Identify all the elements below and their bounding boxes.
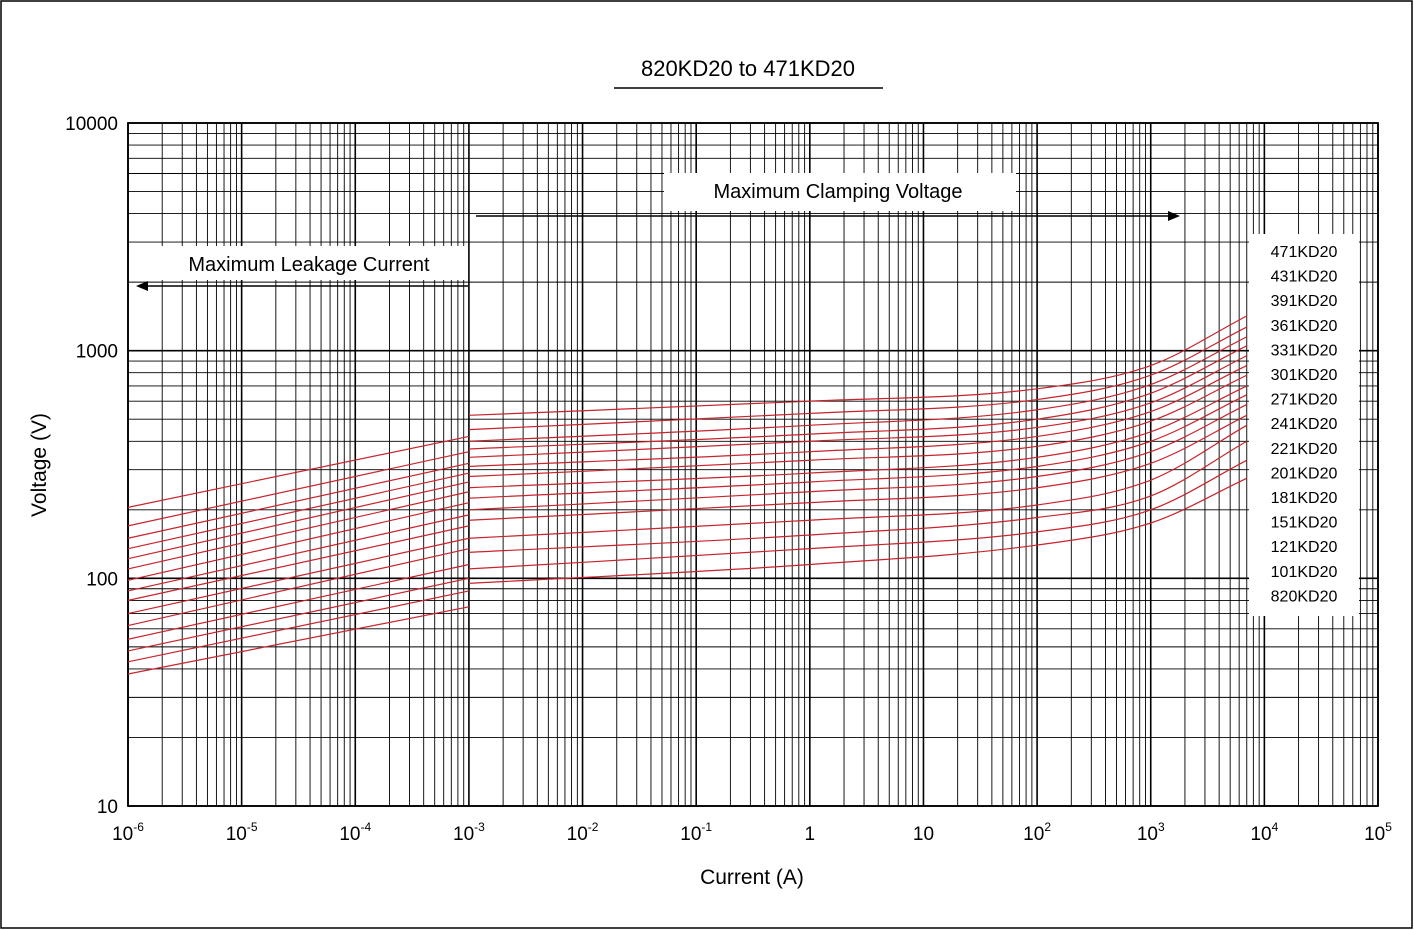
legend-label-391KD20: 391KD20 — [1271, 293, 1338, 310]
clamping-arrowhead — [1168, 211, 1180, 221]
legend-label-471KD20: 471KD20 — [1271, 244, 1338, 261]
legend-label-101KD20: 101KD20 — [1271, 564, 1338, 581]
clamping-curve-471KD20 — [468, 315, 1248, 416]
x-tick-label: 104 — [1250, 820, 1278, 845]
x-tick-label: 10-5 — [226, 820, 258, 845]
leakage-curve-391KD20 — [127, 462, 470, 539]
legend-label-241KD20: 241KD20 — [1271, 416, 1338, 433]
leakage-curve-221KD20 — [127, 525, 470, 601]
clamping-curve-101KD20 — [468, 459, 1248, 570]
leakage-curve-201KD20 — [127, 537, 470, 615]
x-tick-label: 10 — [913, 824, 934, 845]
curves — [127, 315, 1248, 675]
clamping-curve-331KD20 — [468, 355, 1248, 458]
clamping-curve-121KD20 — [468, 440, 1248, 553]
leakage-curve-241KD20 — [127, 514, 470, 592]
x-tick-label: 10-2 — [567, 820, 599, 845]
leakage-label: Maximum Leakage Current — [188, 254, 430, 276]
chart-title: 820KD20 to 471KD20 — [641, 56, 855, 81]
clamping-curve-221KD20 — [468, 394, 1248, 499]
legend: 471KD20 431KD20 391KD20 361KD20 331KD20 301KD… — [1249, 234, 1359, 616]
leakage-curve-151KD20 — [127, 563, 470, 640]
clamping-curve-820KD20 — [468, 477, 1248, 584]
legend-bg — [1249, 234, 1359, 616]
x-tick-label: 102 — [1023, 820, 1051, 845]
leakage-label-bg — [132, 246, 468, 280]
leakage-curve-271KD20 — [127, 502, 470, 581]
x-tick-label: 105 — [1364, 820, 1392, 845]
x-tick-label: 103 — [1137, 820, 1165, 845]
clamping-curve-201KD20 — [468, 403, 1248, 511]
clamping-curve-361KD20 — [468, 345, 1248, 450]
clamping-label-bg — [664, 173, 1016, 211]
legend-label-361KD20: 361KD20 — [1271, 318, 1338, 335]
legend-label-201KD20: 201KD20 — [1271, 465, 1338, 482]
legend-label-121KD20: 121KD20 — [1271, 539, 1338, 556]
leakage-curve-121KD20 — [127, 577, 470, 652]
y-tick-label: 10000 — [65, 114, 118, 135]
plot-border — [127, 122, 1379, 807]
y-axis-title: Voltage (V) — [28, 413, 51, 517]
clamping-curve-151KD20 — [468, 424, 1248, 539]
leakage-curve-820KD20 — [127, 606, 470, 675]
leakage-arrowhead — [136, 281, 148, 291]
x-axis-title: Current (A) — [700, 866, 804, 889]
legend-label-181KD20: 181KD20 — [1271, 490, 1338, 507]
plot-grid — [127, 122, 1379, 807]
clamping-curve-301KD20 — [468, 365, 1248, 468]
x-axis-ticks: 10-6 10-5 10-4 10-3 10-2 10-1 1 10 102 103 104 105 — [112, 820, 1392, 845]
leakage-curve-301KD20 — [127, 491, 470, 570]
y-tick-label: 100 — [86, 569, 118, 590]
x-tick-label: 10-1 — [680, 820, 712, 845]
clamping-label: Maximum Clamping Voltage — [714, 181, 963, 203]
legend-label-431KD20: 431KD20 — [1271, 269, 1338, 286]
legend-label-151KD20: 151KD20 — [1271, 515, 1338, 532]
legend-label-221KD20: 221KD20 — [1271, 441, 1338, 458]
y-tick-label: 10 — [97, 797, 118, 818]
leakage-curve-471KD20 — [127, 435, 470, 508]
leakage-curve-331KD20 — [127, 481, 470, 560]
y-axis-ticks: 10 100 1000 10000 — [65, 114, 118, 818]
clamping-curve-271KD20 — [468, 374, 1248, 478]
leakage-curve-361KD20 — [127, 472, 470, 550]
legend-label-301KD20: 301KD20 — [1271, 367, 1338, 384]
clamping-curve-181KD20 — [468, 414, 1248, 521]
x-tick-label: 10-4 — [339, 820, 371, 845]
x-tick-label: 1 — [805, 824, 816, 845]
x-tick-label: 10-3 — [453, 820, 485, 845]
annotations: Maximum Leakage Current Maximum Clamping … — [132, 173, 1180, 291]
leakage-curve-431KD20 — [127, 451, 470, 527]
legend-label-820KD20: 820KD20 — [1271, 588, 1338, 605]
leakage-curve-181KD20 — [127, 548, 470, 627]
y-tick-label: 1000 — [76, 342, 118, 363]
clamping-curve-431KD20 — [468, 326, 1248, 431]
clamping-curve-391KD20 — [468, 336, 1248, 442]
leakage-curve-101KD20 — [127, 590, 470, 663]
clamping-curve-241KD20 — [468, 385, 1248, 489]
legend-label-271KD20: 271KD20 — [1271, 392, 1338, 409]
x-tick-label: 10-6 — [112, 820, 144, 845]
legend-label-331KD20: 331KD20 — [1271, 342, 1338, 359]
